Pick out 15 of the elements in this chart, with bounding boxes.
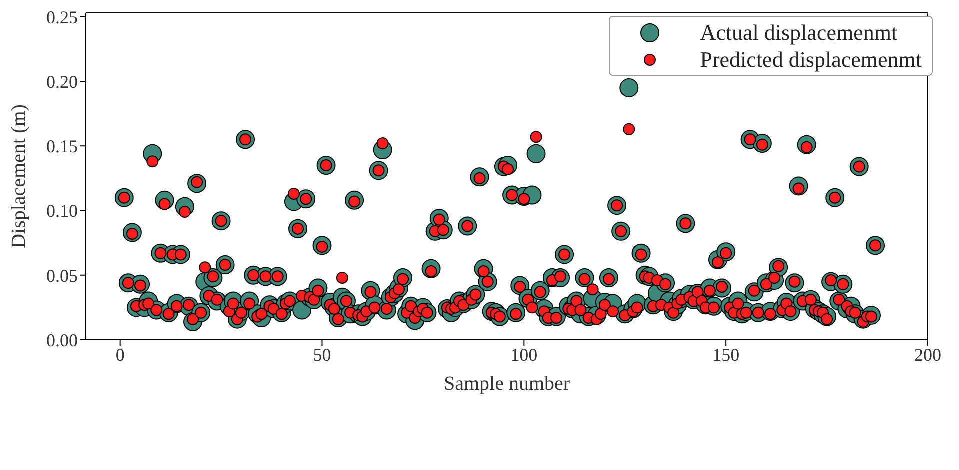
- x-tick-label: 0: [116, 344, 125, 365]
- legend-label: Actual displacemenmt: [700, 20, 898, 46]
- y-tick-label: 0.00: [46, 330, 78, 350]
- y-tick-label: 0.10: [46, 201, 78, 222]
- x-tick-label: 200: [914, 344, 942, 365]
- x-axis-title: Sample number: [444, 373, 570, 395]
- x-tick-label: 100: [510, 344, 538, 365]
- legend-label: Predicted displacemenmt: [700, 46, 922, 72]
- x-tick-label: 50: [313, 344, 332, 365]
- y-tick-label: 0.05: [46, 266, 78, 286]
- y-tick-label: 0.20: [46, 72, 78, 92]
- y-axis-title: Displacement (m): [8, 104, 30, 248]
- x-tick-label: 150: [712, 344, 740, 365]
- y-tick-label: 0.25: [46, 7, 78, 28]
- y-tick-label: 0.15: [46, 136, 78, 157]
